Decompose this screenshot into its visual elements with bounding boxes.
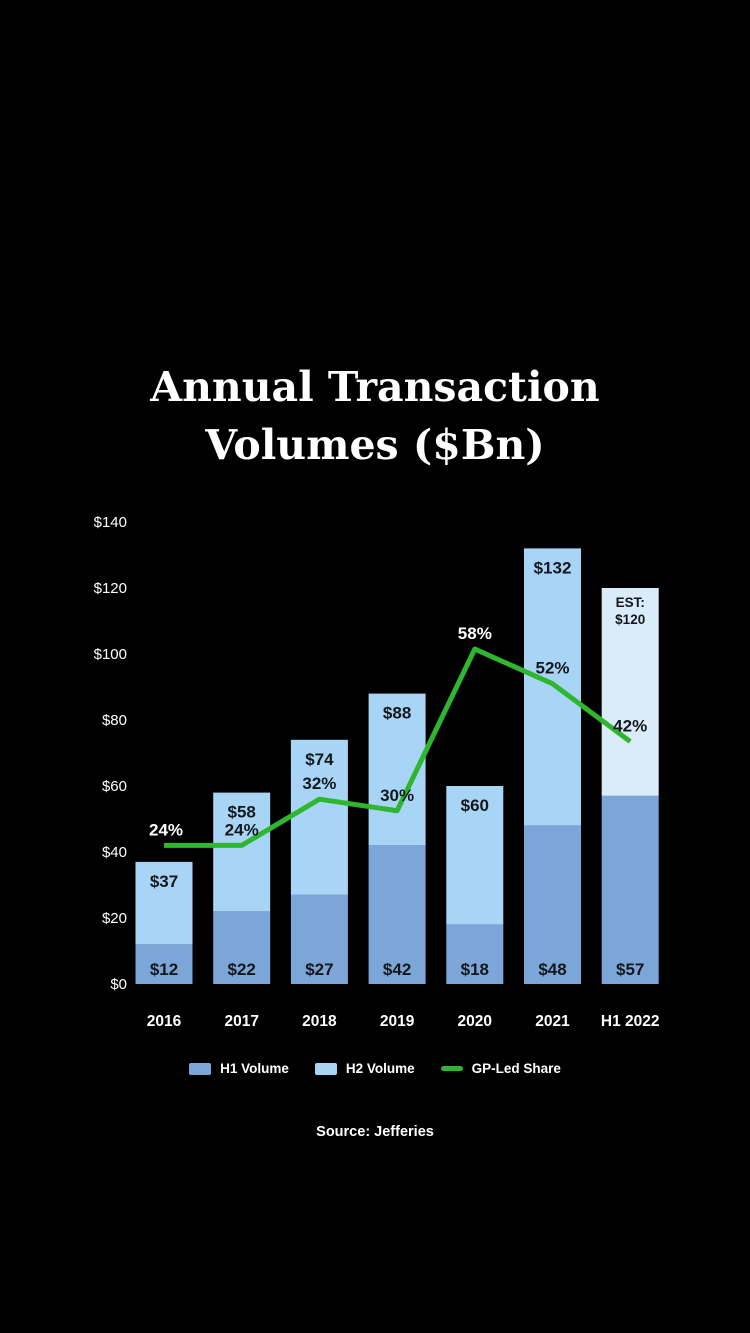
h2-bar-segment <box>446 786 504 925</box>
gp-led-share-line-icon <box>440 1066 463 1071</box>
h1-bar-segment <box>524 825 581 984</box>
h1-value-label: $27 <box>305 960 333 979</box>
gp-led-share-pct-label: 30% <box>380 786 414 805</box>
source-note: Source: Jefferies <box>316 1124 434 1140</box>
total-value-label: $88 <box>383 704 411 723</box>
h2-bar-segment <box>601 588 659 796</box>
legend-item-h1-volume: H1 Volume <box>189 1061 289 1076</box>
chart-title: Annual Transaction Volumes ($Bn) <box>0 358 750 474</box>
legend-label: H1 Volume <box>220 1061 289 1076</box>
y-axis-tick: $140 <box>94 514 127 531</box>
h1-bar-segment <box>213 911 271 984</box>
y-axis-tick: $40 <box>102 844 127 861</box>
y-axis-tick: $60 <box>102 778 127 795</box>
chart-legend: H1 Volume H2 Volume GP-Led Share <box>0 1061 750 1076</box>
h2-bar-segment <box>135 861 193 945</box>
h1-volume-swatch-icon <box>189 1062 212 1075</box>
y-axis-tick: $120 <box>94 580 127 597</box>
h2-bar-segment <box>213 792 271 912</box>
gp-led-share-pct-label: 24% <box>225 820 259 839</box>
legend-label: GP-Led Share <box>471 1061 561 1076</box>
total-value-label: $120 <box>615 612 645 627</box>
h1-value-label: $48 <box>538 960 566 979</box>
chart-title-line1: Annual Transaction <box>150 363 600 411</box>
x-axis-label: 2018 <box>302 1013 337 1030</box>
x-axis-label: 2016 <box>147 1013 182 1030</box>
x-axis-label: H1 2022 <box>601 1013 660 1030</box>
h1-value-label: $22 <box>228 960 256 979</box>
h1-bar-segment <box>601 795 659 984</box>
y-axis-tick: $20 <box>102 910 127 927</box>
gp-led-share-pct-label: 32% <box>302 774 336 793</box>
total-value-label: $60 <box>461 796 489 815</box>
x-axis-label: 2017 <box>224 1013 258 1030</box>
y-axis-tick: $100 <box>94 646 127 663</box>
h2-bar-segment <box>290 739 348 895</box>
total-value-label: $37 <box>150 872 178 891</box>
gp-led-share-pct-label: 58% <box>458 624 492 643</box>
total-value-label: $74 <box>305 750 334 769</box>
legend-label: H2 Volume <box>345 1061 415 1076</box>
h1-value-label: $42 <box>383 960 411 979</box>
h1-bar-segment <box>368 845 426 984</box>
h1-value-label: $18 <box>461 960 489 979</box>
y-axis-tick: $80 <box>102 712 127 729</box>
x-axis-label: 2021 <box>535 1013 570 1030</box>
h2-volume-swatch-icon <box>314 1062 337 1075</box>
chart-title-line2: Volumes ($Bn) <box>205 421 545 469</box>
legend-item-gp-led-share: GP-Led Share <box>440 1061 561 1076</box>
gp-led-share-line <box>164 646 632 848</box>
x-axis-label: 2019 <box>380 1013 415 1030</box>
total-value-label: $132 <box>534 558 572 577</box>
total-value-label: EST: <box>616 595 645 610</box>
gp-led-share-pct-label: 42% <box>613 716 647 735</box>
legend-item-h2-volume: H2 Volume <box>314 1061 415 1076</box>
h1-bar-segment <box>446 924 504 984</box>
h1-value-label: $57 <box>616 960 644 979</box>
x-axis-label: 2020 <box>458 1013 492 1030</box>
y-axis-tick: $0 <box>110 976 127 993</box>
h1-bar-segment <box>135 944 193 984</box>
h1-value-label: $12 <box>150 960 178 979</box>
gp-led-share-pct-label: 52% <box>535 659 569 678</box>
total-value-label: $58 <box>228 803 256 822</box>
gp-led-share-pct-label: 24% <box>149 820 183 839</box>
h1-bar-segment <box>290 894 348 984</box>
h2-bar-segment <box>524 548 581 826</box>
